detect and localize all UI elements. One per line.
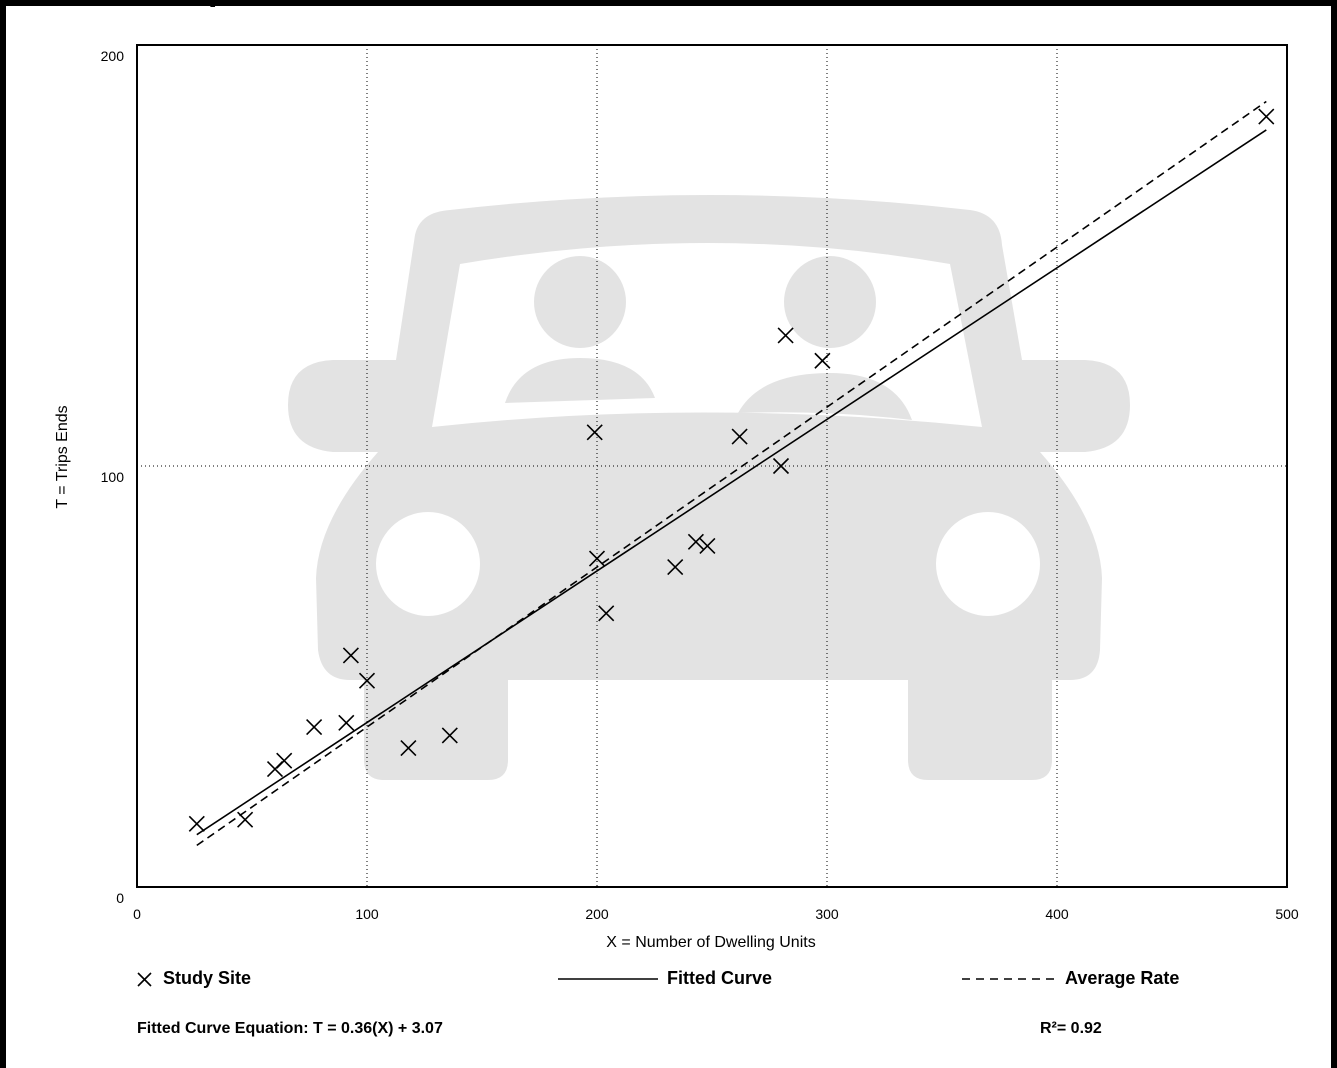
chart-title-fragment: pl xyxy=(208,0,238,9)
frame-left-border xyxy=(0,0,6,1068)
x-tick-label: 500 xyxy=(1275,906,1299,922)
study-site-point xyxy=(1258,108,1275,125)
y-tick-label: 0 xyxy=(116,890,124,906)
study-site-point xyxy=(586,424,603,441)
r-squared-value: R²= 0.92 xyxy=(1040,1020,1102,1037)
study-site-point xyxy=(306,718,323,736)
fitted-curve-equation: Fitted Curve Equation: T = 0.36(X) + 3.0… xyxy=(137,1020,443,1037)
study-site-point xyxy=(777,327,794,344)
x-tick-label: 0 xyxy=(133,906,141,922)
x-tick-label: 200 xyxy=(585,906,609,922)
study-site-point xyxy=(276,752,293,769)
x-tick-label: 100 xyxy=(355,906,379,922)
study-site-point xyxy=(237,811,254,828)
legend-fitted-curve: Fitted Curve xyxy=(667,968,773,988)
study-site-point xyxy=(358,672,376,689)
legend-average-rate-line xyxy=(962,978,1057,980)
x-tick-label: 400 xyxy=(1045,906,1069,922)
legend-average-rate: Average Rate xyxy=(1065,968,1180,988)
car-icon xyxy=(288,195,1130,780)
study-site-point xyxy=(687,533,704,550)
fitted-curve-line xyxy=(196,129,1267,836)
legend-study-site-marker xyxy=(137,972,152,987)
study-site-point xyxy=(588,550,606,567)
study-site-point xyxy=(667,558,684,576)
axis-tick-labels: 0 100 200 300 400 500 0 100 200 xyxy=(101,48,1299,922)
study-site-point xyxy=(400,740,417,757)
average-rate-line xyxy=(196,100,1267,847)
legend-study-site: Study Site xyxy=(163,968,252,988)
y-axis-label: T = Trips Ends xyxy=(54,405,71,508)
frame-right-border xyxy=(1331,0,1337,1068)
study-site-point xyxy=(338,714,355,731)
study-site-point xyxy=(731,428,748,445)
study-site-point xyxy=(441,727,458,744)
plot-area-border xyxy=(136,44,1288,888)
grid-lines xyxy=(137,45,1287,887)
y-tick-label: 200 xyxy=(101,48,125,64)
y-tick-label: 100 xyxy=(101,469,125,485)
study-site-point xyxy=(699,537,716,555)
study-site-point xyxy=(772,457,790,475)
frame-top-border xyxy=(0,0,1337,6)
x-tick-label: 300 xyxy=(815,906,839,922)
study-site-point xyxy=(814,352,831,369)
trend-lines xyxy=(196,100,1267,847)
study-site-point xyxy=(342,647,359,664)
x-axis-label: X = Number of Dwelling Units xyxy=(606,934,815,951)
study-site-point xyxy=(598,605,615,622)
legend-fitted-curve-line xyxy=(558,978,658,980)
study-site-points xyxy=(188,108,1275,832)
study-site-point xyxy=(188,815,205,832)
